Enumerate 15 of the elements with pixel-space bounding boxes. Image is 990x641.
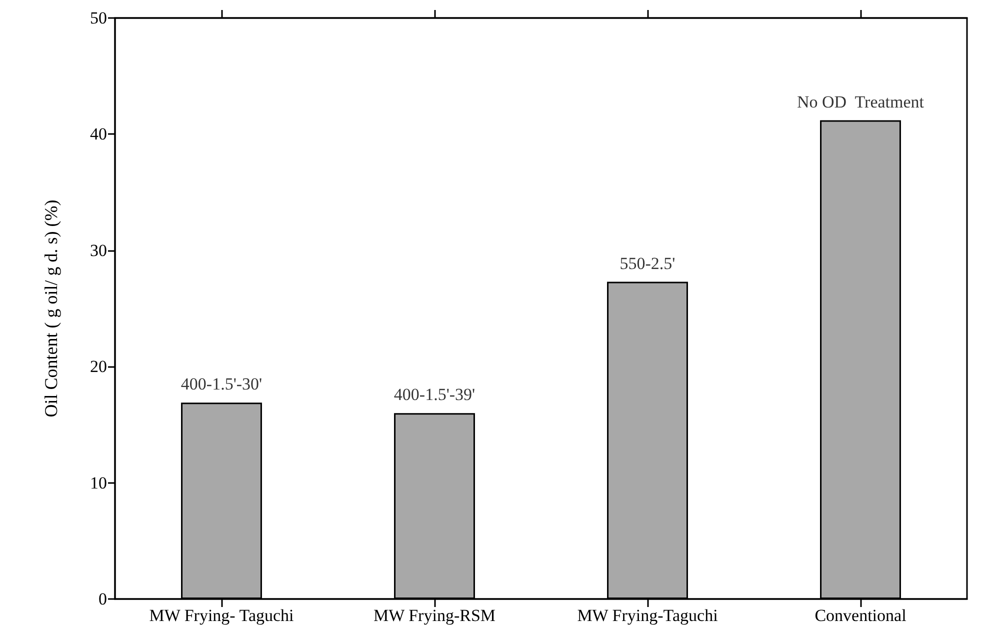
y-tick-label: 30 bbox=[90, 240, 107, 260]
annotation: 400-1.5'-30' bbox=[180, 374, 262, 394]
annotation: No OD Treatment bbox=[796, 92, 924, 112]
y-tick-label: 20 bbox=[90, 357, 107, 376]
y-tick-label: 50 bbox=[90, 8, 107, 28]
y-tick-label: 40 bbox=[90, 124, 107, 144]
x-tick-label: MW Frying-RSM bbox=[373, 606, 496, 625]
x-tick-label: Conventional bbox=[814, 606, 907, 625]
x-tick-label: MW Frying- Taguchi bbox=[149, 606, 294, 625]
annotation: 400-1.5'-39' bbox=[394, 385, 476, 404]
y-axis-title: Oil Content ( g oil/ g d. s) (%) bbox=[41, 200, 61, 418]
y-tick-label: 10 bbox=[90, 473, 107, 492]
x-tick-label: MW Frying-Taguchi bbox=[577, 606, 718, 625]
y-tick-label: 0 bbox=[98, 590, 107, 608]
annotation: 550-2.5' bbox=[620, 254, 676, 273]
